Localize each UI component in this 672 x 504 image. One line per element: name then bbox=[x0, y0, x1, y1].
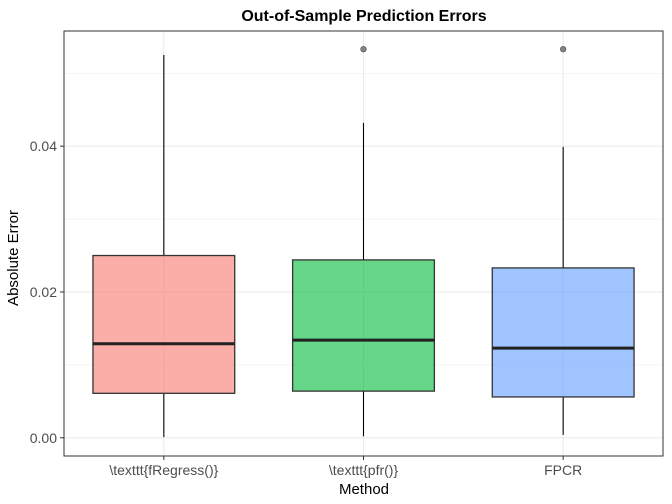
y-tick-label-0: 0.00 bbox=[30, 430, 57, 446]
x-tick-label-2: FPCR bbox=[544, 462, 582, 478]
y-axis: 0.00 0.02 0.04 bbox=[30, 138, 64, 446]
x-tick-label-1: \texttt{pfr()} bbox=[329, 462, 399, 478]
x-tick-label-0: \texttt{fRegress()} bbox=[109, 462, 218, 478]
box-group-2 bbox=[491, 46, 635, 435]
x-axis: \texttt{fRegress()} \texttt{pfr()} FPCR bbox=[109, 456, 582, 478]
chart-title: Out-of-Sample Prediction Errors bbox=[241, 8, 486, 25]
box-group-0 bbox=[92, 55, 236, 438]
y-axis-label: Absolute Error bbox=[5, 210, 22, 306]
box-group-1 bbox=[291, 46, 436, 437]
box-iqr-1 bbox=[291, 259, 436, 392]
y-tick-label-2: 0.04 bbox=[30, 138, 57, 154]
outlier-point-1-0 bbox=[360, 46, 367, 53]
x-axis-label: Method bbox=[339, 481, 389, 498]
outlier-point-2-0 bbox=[560, 46, 567, 53]
y-tick-label-1: 0.02 bbox=[30, 284, 57, 300]
box-iqr-2 bbox=[491, 267, 635, 398]
box-series bbox=[92, 46, 635, 438]
box-iqr-0 bbox=[92, 254, 236, 394]
